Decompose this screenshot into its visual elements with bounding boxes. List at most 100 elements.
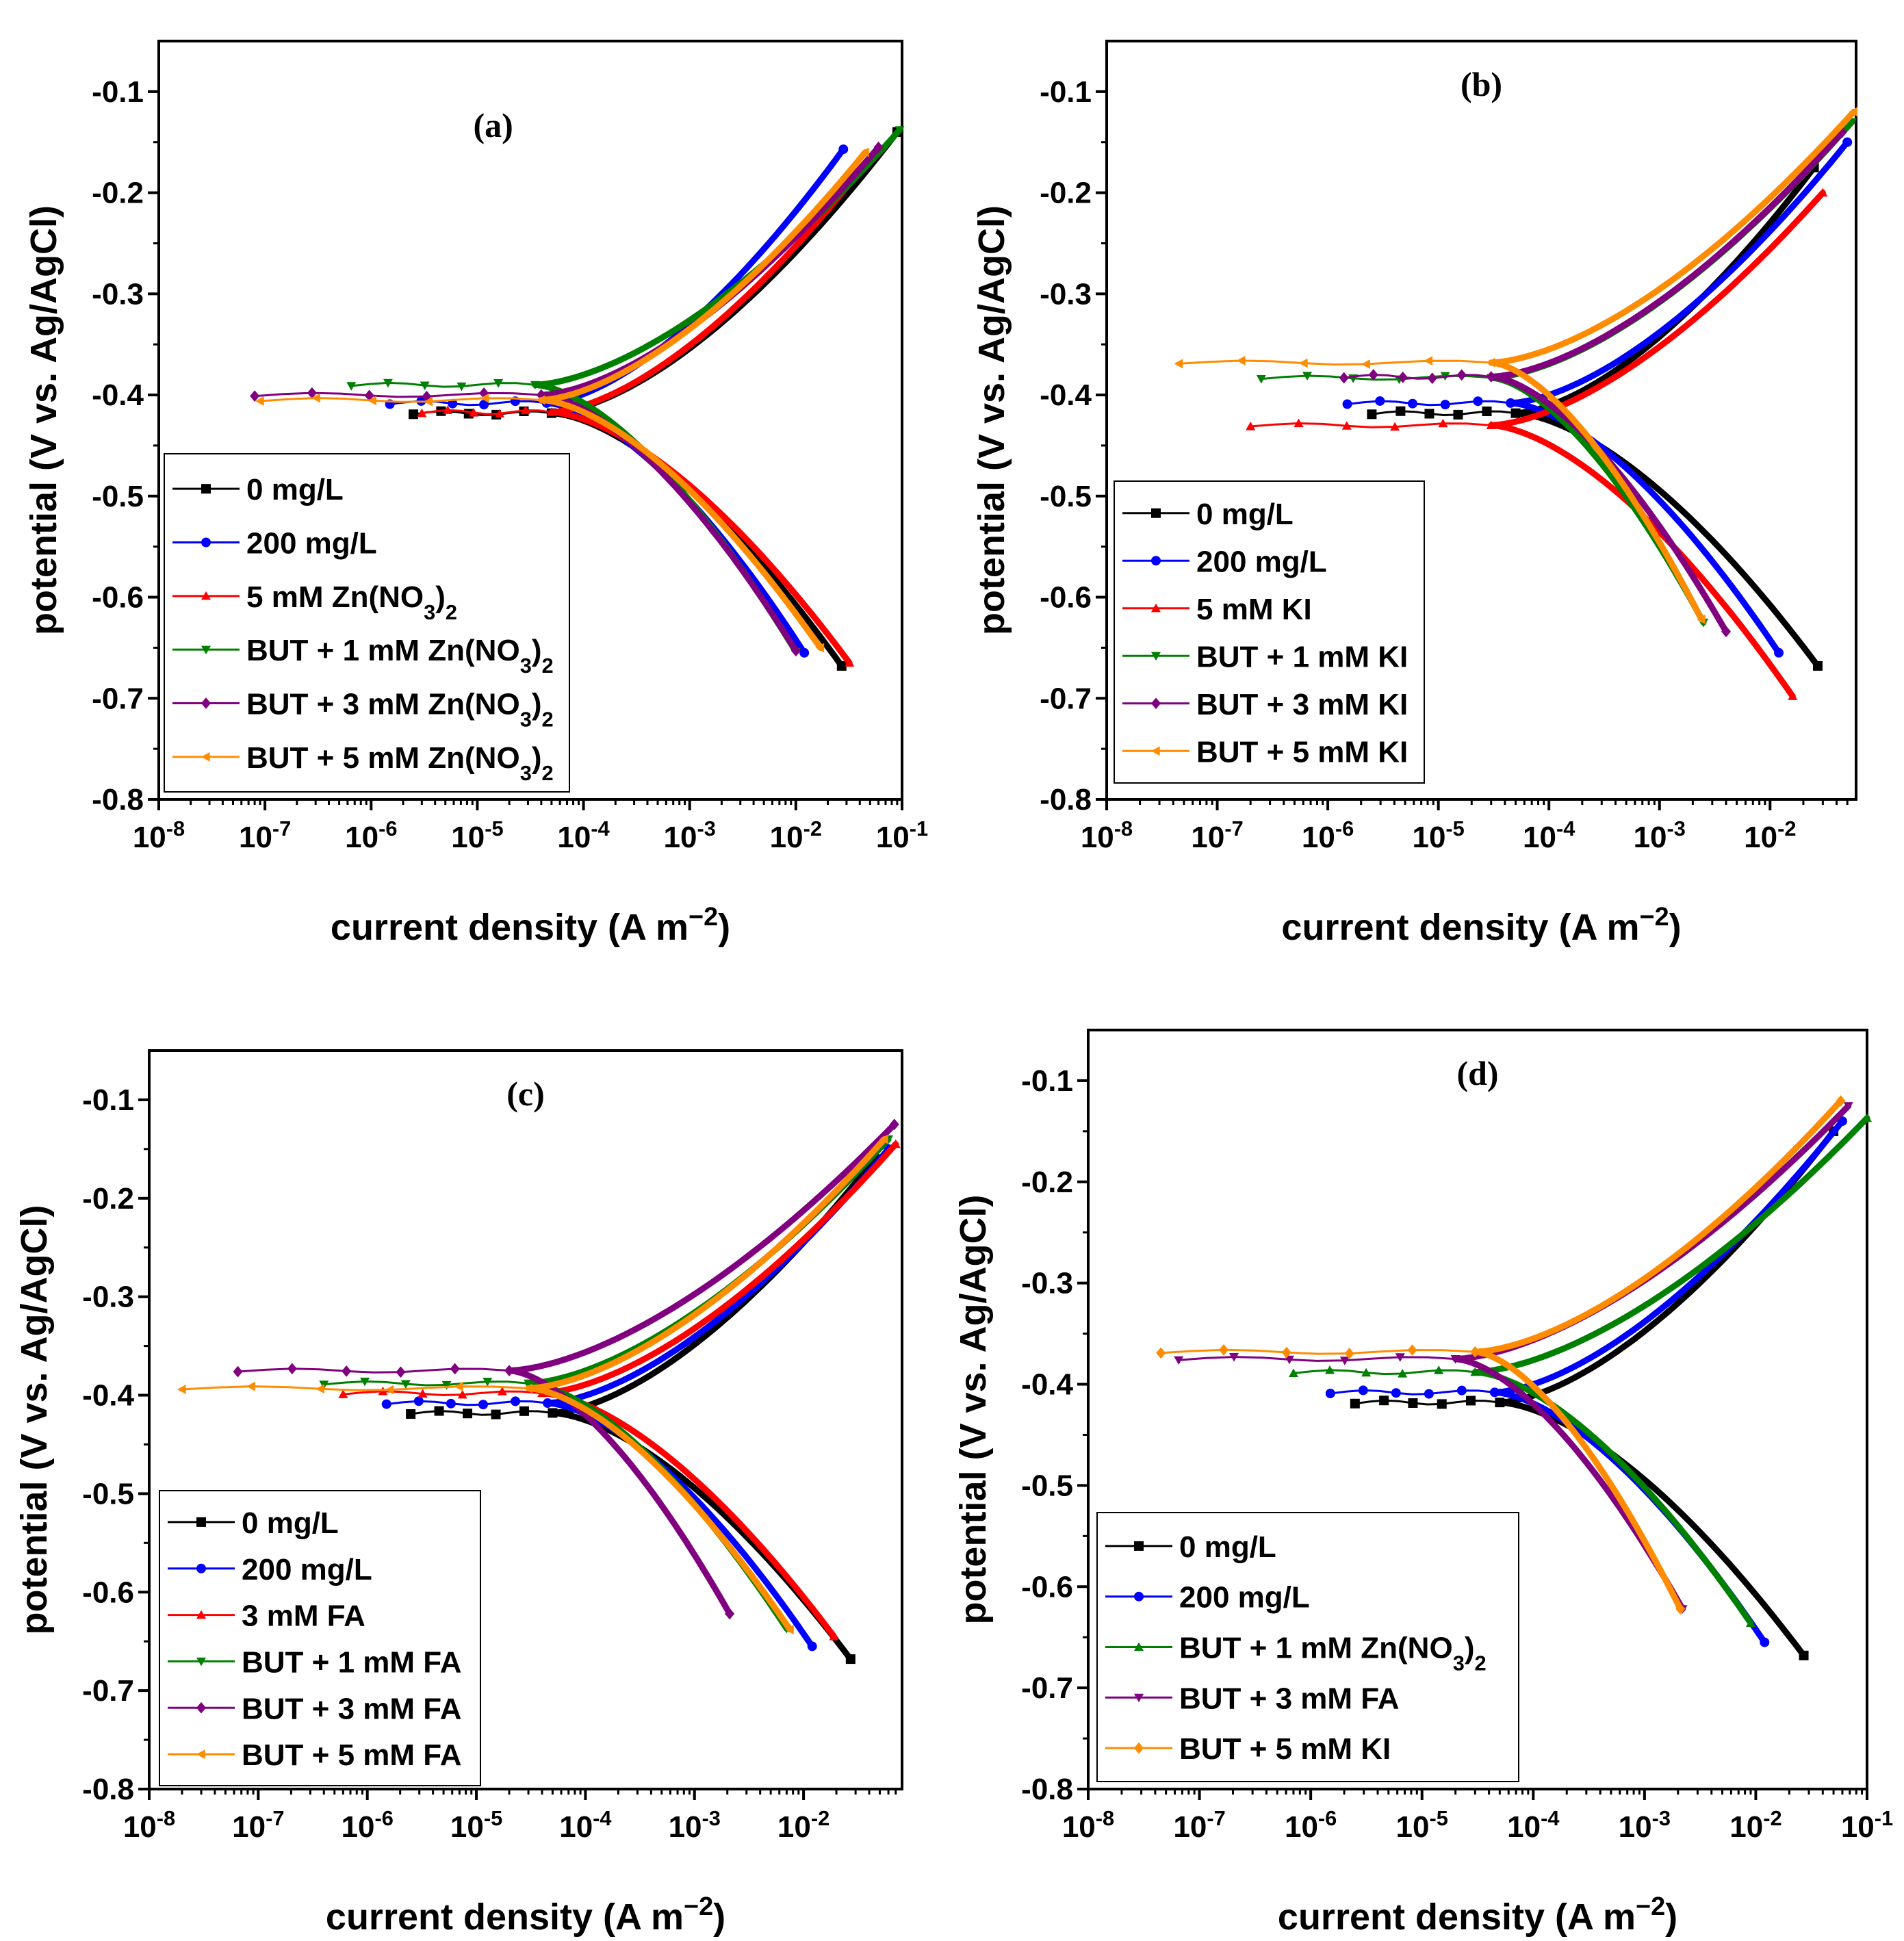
series-5 bbox=[255, 147, 869, 653]
data-point bbox=[1358, 1385, 1368, 1396]
x-tick-label: 10-5 bbox=[1396, 1806, 1448, 1844]
x-tick-label: 10-6 bbox=[345, 817, 397, 855]
x-tick-label: 10-3 bbox=[669, 1806, 721, 1844]
anodic-branch bbox=[532, 127, 903, 388]
data-point bbox=[1495, 1398, 1505, 1408]
cathodic-branch bbox=[525, 1385, 793, 1633]
legend-label: BUT + 3 mM Zn(NO3)2 bbox=[246, 688, 554, 732]
y-tick-label: -0.8 bbox=[82, 1773, 134, 1806]
series-0 bbox=[1367, 162, 1823, 671]
legend-item: BUT + 5 mM FA bbox=[168, 1738, 462, 1772]
data-point bbox=[368, 396, 376, 406]
series-5 bbox=[1174, 107, 1858, 625]
corrosion-segment bbox=[1343, 374, 1491, 380]
legend: 0 mg/L 200 mg/L 5 mM Zn(NO3)2 BUT + 1 mM Zn… bbox=[164, 453, 570, 793]
legend-item: 200 mg/L bbox=[168, 1553, 372, 1586]
y-tick-label: -0.3 bbox=[1040, 277, 1092, 311]
corrosion-segment bbox=[343, 1390, 543, 1396]
legend-item: 0 mg/L bbox=[168, 1506, 339, 1540]
data-point bbox=[1438, 418, 1448, 428]
corrosion-segment bbox=[410, 1410, 553, 1416]
data-point bbox=[1456, 1385, 1467, 1396]
data-point bbox=[457, 1389, 467, 1399]
anodic-branch bbox=[525, 1136, 888, 1391]
legend-item: BUT + 3 mM Zn(NO3)2 bbox=[172, 688, 554, 732]
data-point bbox=[1361, 1367, 1372, 1377]
corrosion-segment bbox=[1347, 400, 1511, 407]
data-point bbox=[1697, 615, 1706, 625]
anodic-branch bbox=[1488, 190, 1826, 428]
data-point bbox=[1236, 355, 1246, 365]
y-tick-label: -0.1 bbox=[92, 75, 144, 109]
anodic-branch bbox=[1491, 1118, 1846, 1396]
cathodic-branch bbox=[1471, 1348, 1684, 1612]
y-tick-label: -0.3 bbox=[92, 277, 144, 311]
corrosion-segment bbox=[1330, 1389, 1495, 1396]
cathodic-branch bbox=[548, 410, 845, 669]
legend-marker bbox=[1151, 508, 1161, 518]
data-point bbox=[443, 405, 453, 414]
data-point bbox=[478, 1400, 488, 1410]
data-point bbox=[524, 1383, 532, 1393]
legend-label: BUT + 5 mM KI bbox=[1179, 1732, 1391, 1766]
y-tick-label: -0.6 bbox=[92, 581, 144, 615]
data-point bbox=[785, 1624, 794, 1634]
cathodic-branch bbox=[525, 1380, 790, 1632]
y-tick-label: -0.5 bbox=[1040, 480, 1092, 513]
legend-box bbox=[164, 453, 570, 793]
data-point bbox=[1456, 369, 1467, 381]
data-point bbox=[1398, 1369, 1408, 1378]
y-tick-label: -0.2 bbox=[92, 177, 144, 210]
legend-marker bbox=[201, 591, 211, 600]
data-point bbox=[360, 1377, 370, 1387]
legend-item: BUT + 3 mM KI bbox=[1122, 688, 1408, 721]
data-point bbox=[1473, 396, 1483, 407]
legend-item: BUT + 1 mM FA bbox=[168, 1645, 462, 1679]
legend-label: BUT + 5 mM Zn(NO3)2 bbox=[246, 741, 554, 785]
y-tick-label: -0.4 bbox=[1021, 1368, 1073, 1402]
corrosion-segment bbox=[1372, 410, 1516, 417]
anodic-branch bbox=[1507, 139, 1851, 407]
data-point bbox=[1799, 1650, 1809, 1660]
panel-a: 10-8 10-7 10-6 10-5 10-4 10-3 10-2 10-1 -0.1 -0.2… bbox=[23, 40, 928, 948]
data-point bbox=[1256, 374, 1266, 384]
data-point bbox=[1486, 357, 1495, 368]
data-point bbox=[1486, 371, 1496, 383]
data-point bbox=[895, 126, 905, 136]
x-tick-label: 10-4 bbox=[1507, 1806, 1559, 1844]
x-tick-label: 10-5 bbox=[450, 1806, 502, 1844]
y-tick-label: -0.4 bbox=[82, 1379, 134, 1413]
data-point bbox=[1342, 399, 1352, 409]
data-point bbox=[255, 396, 264, 407]
data-point bbox=[1174, 359, 1183, 369]
legend-label: BUT + 5 mM KI bbox=[1196, 735, 1408, 769]
data-point bbox=[1299, 358, 1308, 368]
data-point bbox=[1482, 406, 1492, 416]
legend-item: BUT + 1 mM KI bbox=[1122, 640, 1408, 673]
data-point bbox=[504, 1365, 515, 1376]
legend-label: BUT + 1 mM Zn(NO3)2 bbox=[1179, 1632, 1487, 1675]
x-axis-title: current density (A m−2) bbox=[331, 903, 730, 948]
corrosion-segment bbox=[1250, 422, 1491, 428]
legend-item: 3 mM FA bbox=[168, 1599, 365, 1633]
data-point bbox=[807, 1641, 817, 1651]
data-point bbox=[1440, 400, 1450, 410]
y-tick-label: -0.6 bbox=[1021, 1570, 1073, 1604]
data-point bbox=[879, 1134, 888, 1144]
data-point bbox=[409, 409, 419, 420]
legend: 0 mg/L 200 mg/L 3 mM FA BUT + 1 mM FA BUT + … bbox=[159, 1490, 481, 1786]
data-point bbox=[511, 1396, 521, 1406]
legend-item: BUT + 5 mM Zn(NO3)2 bbox=[172, 741, 554, 785]
panel-label: (c) bbox=[506, 1075, 545, 1113]
data-point bbox=[543, 1398, 553, 1409]
data-point bbox=[233, 1365, 243, 1378]
cathodic-branch bbox=[1488, 359, 1705, 623]
data-point bbox=[1390, 422, 1400, 431]
y-tick-label: -0.5 bbox=[1021, 1469, 1073, 1502]
x-tick-label: 10-3 bbox=[1619, 1806, 1671, 1844]
data-point bbox=[479, 400, 489, 410]
x-tick-label: 10-3 bbox=[664, 817, 716, 855]
data-point bbox=[495, 409, 505, 418]
data-point bbox=[1156, 1347, 1166, 1359]
data-point bbox=[845, 1654, 855, 1664]
